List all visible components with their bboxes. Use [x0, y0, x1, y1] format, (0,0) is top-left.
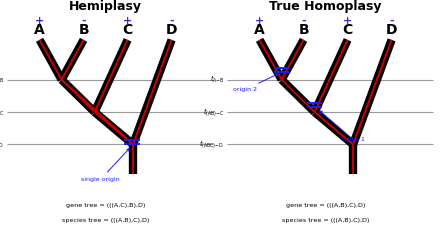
Text: origin 1: origin 1 [320, 111, 365, 142]
Text: $t_{\rm (AB)\!-\!C}$: $t_{\rm (AB)\!-\!C}$ [0, 106, 4, 118]
Text: C: C [342, 23, 353, 37]
Text: B: B [78, 23, 89, 37]
Text: C: C [122, 23, 133, 37]
Text: -: - [169, 16, 174, 26]
Text: +: + [343, 16, 352, 26]
Text: species tree = (((A,B),C),D): species tree = (((A,B),C),D) [282, 218, 369, 223]
Text: gene tree = (((A,B),C),D): gene tree = (((A,B),C),D) [286, 203, 365, 208]
Text: +: + [123, 16, 132, 26]
Text: species tree = (((A,B),C),D): species tree = (((A,B),C),D) [62, 218, 149, 223]
Text: D: D [386, 23, 397, 37]
Text: $t_{\rm (ABC)\!-\!D}$: $t_{\rm (ABC)\!-\!D}$ [199, 138, 224, 150]
Text: $t_{\rm A\!-\!B}$: $t_{\rm A\!-\!B}$ [209, 74, 224, 85]
Text: Hemiplasy: Hemiplasy [69, 0, 142, 13]
Text: single origin: single origin [81, 148, 129, 182]
Text: A: A [254, 23, 265, 37]
Text: -: - [301, 16, 306, 26]
Text: origin 2: origin 2 [233, 74, 278, 92]
Text: +: + [255, 16, 264, 26]
Text: $t_{\rm A\!-\!B}$: $t_{\rm A\!-\!B}$ [0, 74, 4, 85]
Text: $t_{\rm (AB)\!-\!C}$: $t_{\rm (AB)\!-\!C}$ [203, 106, 224, 118]
Text: -: - [81, 16, 86, 26]
Text: A: A [34, 23, 45, 37]
Text: B: B [298, 23, 309, 37]
Text: -: - [389, 16, 394, 26]
Text: gene tree = (((A,C),B),D): gene tree = (((A,C),B),D) [66, 203, 145, 208]
Text: $t_{\rm (ABC)\!-\!D}$: $t_{\rm (ABC)\!-\!D}$ [0, 138, 4, 150]
Text: True Homoplasy: True Homoplasy [269, 0, 382, 13]
Text: D: D [166, 23, 177, 37]
Text: +: + [35, 16, 44, 26]
